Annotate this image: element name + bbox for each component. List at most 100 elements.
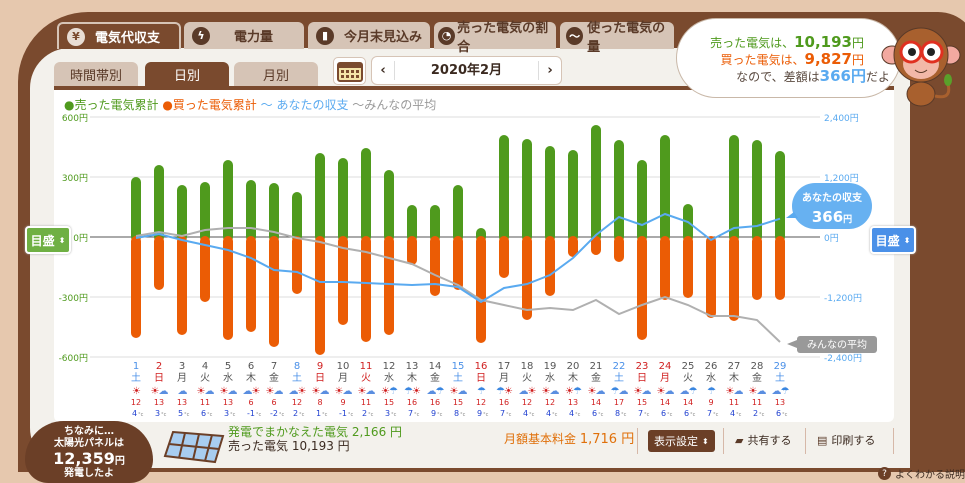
right-scale-button[interactable]: 目盛 ⬍ xyxy=(870,226,916,254)
sold-value: 10,193 円 xyxy=(291,439,350,453)
subtab-monthly[interactable]: 月別 xyxy=(234,62,318,87)
temp-low: 4 xyxy=(132,409,137,418)
weekday-label: 金 xyxy=(752,371,762,384)
subtab-daily[interactable]: 日別 xyxy=(145,62,229,87)
cloud-icon: ☁ xyxy=(227,386,237,397)
cloud-icon: ☁ xyxy=(273,386,283,397)
temp-unit: °c xyxy=(667,412,673,418)
subtab-divider xyxy=(54,86,894,90)
temp-high: 12 xyxy=(522,398,532,407)
temp-low-group: 3°c xyxy=(385,409,397,418)
temp-low: 4 xyxy=(569,409,574,418)
subtab-hourly[interactable]: 時間帯別 xyxy=(54,62,138,87)
covered-value: 2,166 円 xyxy=(351,425,403,439)
subtab-label: 月別 xyxy=(262,69,289,84)
tab-power-amount[interactable]: ϟ 電力量 xyxy=(184,22,304,49)
temp-high: 12 xyxy=(545,398,555,407)
legend-yours: 〜 あなたの収支 xyxy=(260,98,349,112)
day-label: 28 xyxy=(751,361,764,372)
temp-low-group: 6°c xyxy=(684,409,696,418)
prev-month-button[interactable]: ‹ xyxy=(380,63,386,78)
right-tick-label: -2,400円 xyxy=(824,353,862,364)
sun-icon: ☀ xyxy=(381,386,390,397)
weekday-label: 日 xyxy=(315,373,325,384)
temp-low: -1 xyxy=(247,409,255,418)
weekday-label: 火 xyxy=(522,372,532,384)
temp-unit: °c xyxy=(529,412,535,418)
wave-icon: 〜 xyxy=(566,26,584,45)
weekday-label: 月 xyxy=(660,372,670,384)
share-button[interactable]: ▰ 共有する xyxy=(735,432,791,448)
temp-low: 6 xyxy=(684,409,689,418)
weekday-label: 月 xyxy=(177,372,187,384)
temp-low-group: 2°c xyxy=(753,409,765,418)
day-label: 3 xyxy=(179,361,185,372)
day-label: 26 xyxy=(705,361,718,372)
next-month-button[interactable]: › xyxy=(547,63,553,78)
chart-legend: ●売った電気累計 ●買った電気累計 〜 あなたの収支 〜みんなの平均 xyxy=(64,96,436,113)
sun-icon: ☀ xyxy=(132,386,141,397)
temp-high: 11 xyxy=(729,398,739,407)
rain-icon: ☂ xyxy=(707,386,716,397)
cloud-icon: ☁ xyxy=(204,386,214,397)
day-label: 27 xyxy=(728,361,741,372)
tab-label: 今月末見込み xyxy=(344,30,423,45)
divider xyxy=(637,428,638,454)
temp-high: 14 xyxy=(660,398,670,407)
callout-value: 366 xyxy=(812,208,843,226)
sort-arrows-icon: ⬍ xyxy=(58,235,66,245)
temp-low-group: 8°c xyxy=(454,409,466,418)
weather-icons: ☂☁ xyxy=(611,386,629,397)
day-label: 20 xyxy=(567,361,580,372)
weekday-label: 水 xyxy=(223,372,233,384)
rain-icon: ☂ xyxy=(477,386,486,397)
calendar-icon xyxy=(336,62,363,82)
display-settings-button[interactable]: 表示設定 ⬍ xyxy=(648,430,715,452)
temp-high: 15 xyxy=(637,398,647,407)
temp-low-group: 4°c xyxy=(569,409,581,418)
tab-sold-ratio[interactable]: ◔ 売った電気の割合 xyxy=(434,21,556,55)
temp-low-group: 6°c xyxy=(592,409,604,418)
print-button[interactable]: ▤ 印刷する xyxy=(817,432,875,448)
tab-month-end-forecast[interactable]: ▮ 今月末見込み xyxy=(308,22,430,49)
temp-low-group: 7°c xyxy=(408,409,420,418)
weekday-label: 木 xyxy=(407,372,417,384)
temp-low: 9 xyxy=(477,409,482,418)
weekday-label: 日 xyxy=(637,373,647,384)
cloud-icon: ☁ xyxy=(319,386,329,397)
temp-high: 13 xyxy=(775,398,785,407)
day-label: 1 xyxy=(133,361,139,372)
weekday-label: 木 xyxy=(568,372,578,384)
rain-icon: ☂ xyxy=(611,386,620,397)
tab-electricity-balance[interactable]: ¥ 電気代収支 xyxy=(57,22,181,49)
temp-low: 6 xyxy=(201,409,206,418)
left-scale-button[interactable]: 目盛 ⬍ xyxy=(25,226,71,254)
subtab-label: 時間帯別 xyxy=(69,69,122,84)
help-link[interactable]: ? よくわかる説明 xyxy=(878,466,965,481)
cloud-icon: ☁ xyxy=(158,386,168,397)
day-label: 8 xyxy=(294,361,300,372)
temp-high: 11 xyxy=(752,398,762,407)
rain-icon: ☂ xyxy=(689,386,698,397)
temp-low: 4 xyxy=(546,409,551,418)
temp-unit: °c xyxy=(621,412,627,418)
temp-high: 17 xyxy=(614,398,624,407)
tab-used-amount[interactable]: 〜使った電気の量 xyxy=(560,21,674,55)
weather-icons: ☀☁ xyxy=(266,386,284,397)
weather-icons: ☁☂ xyxy=(772,386,790,397)
cloud-icon: ☁ xyxy=(342,386,352,397)
weather-icons: ☀☁ xyxy=(358,386,376,397)
temp-low-group: 8°c xyxy=(615,409,627,418)
rain-icon: ☂ xyxy=(436,386,445,397)
sun-icon: ☀ xyxy=(565,386,574,397)
your-balance-line xyxy=(135,212,781,304)
weather-icons: ☀☁ xyxy=(542,386,560,397)
weekday-label: 木 xyxy=(246,372,256,384)
temp-unit: °c xyxy=(759,412,765,418)
summary-bought: 買った電気は、9,827円 xyxy=(720,50,864,68)
share-label: 共有する xyxy=(747,434,792,447)
temp-unit: °c xyxy=(736,412,742,418)
scale-label: 目盛 xyxy=(875,233,900,248)
cloud-icon: ☁ xyxy=(595,386,605,397)
calendar-button[interactable] xyxy=(333,57,366,85)
